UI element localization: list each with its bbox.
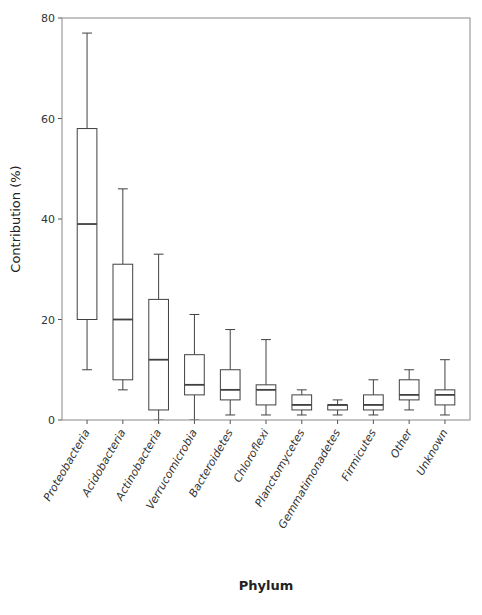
whisker-high xyxy=(87,33,88,128)
x-tick xyxy=(122,420,123,424)
whisker-low xyxy=(266,405,267,415)
box xyxy=(292,395,312,410)
median xyxy=(185,384,205,386)
cap-low xyxy=(333,414,343,415)
x-tick xyxy=(337,420,338,424)
x-axis-label: Phylum xyxy=(239,578,294,593)
cap-low xyxy=(118,389,128,390)
whisker-low xyxy=(87,320,88,370)
median xyxy=(256,389,276,391)
x-tick-label: Unknown xyxy=(414,427,451,478)
cap-high xyxy=(333,399,343,400)
median xyxy=(399,394,419,396)
y-tick-label: 60 xyxy=(41,113,55,126)
whisker-high xyxy=(409,370,410,380)
box xyxy=(328,405,348,410)
cap-low xyxy=(261,414,271,415)
x-tick-label: Bacteroidetes xyxy=(186,427,236,500)
whisker-low xyxy=(409,400,410,410)
y-tick-label: 40 xyxy=(41,213,55,226)
cap-low xyxy=(404,409,414,410)
cap-low xyxy=(82,369,92,370)
cap-high xyxy=(118,188,128,189)
median xyxy=(113,319,133,321)
y-tick-label: 20 xyxy=(41,314,55,327)
cap-low xyxy=(297,414,307,415)
cap-high xyxy=(297,389,307,390)
box xyxy=(256,385,276,405)
box xyxy=(435,390,455,405)
cap-high xyxy=(154,254,164,255)
box xyxy=(220,370,240,400)
y-axis-label: Contribution (%) xyxy=(8,165,23,272)
box xyxy=(77,129,97,320)
x-tick xyxy=(230,420,231,424)
x-tick-label: Chloroflexi xyxy=(231,427,272,485)
whisker-high xyxy=(373,380,374,395)
whisker-low xyxy=(194,395,195,420)
x-tick xyxy=(409,420,410,424)
median xyxy=(435,394,455,396)
cap-high xyxy=(225,329,235,330)
cap-low xyxy=(440,414,450,415)
box xyxy=(399,380,419,400)
x-tick xyxy=(444,420,445,424)
x-tick-label: Verrucomicrobia xyxy=(144,427,201,512)
whisker-low xyxy=(337,410,338,415)
whisker-high xyxy=(194,314,195,354)
x-tick xyxy=(373,420,374,424)
whisker-low xyxy=(230,400,231,415)
y-tick xyxy=(58,18,62,19)
whisker-high xyxy=(301,390,302,395)
y-tick-label: 0 xyxy=(48,414,55,427)
box xyxy=(364,395,384,410)
median xyxy=(149,359,169,361)
cap-high xyxy=(82,33,92,34)
whisker-low xyxy=(158,410,159,420)
median xyxy=(328,404,348,406)
x-tick-label: Gemmatimonadetes xyxy=(276,427,344,531)
whisker-low xyxy=(444,405,445,415)
x-tick-label: Other xyxy=(388,426,416,461)
whisker-low xyxy=(301,410,302,415)
x-tick xyxy=(266,420,267,424)
y-tick xyxy=(58,319,62,320)
y-tick-label: 80 xyxy=(41,12,55,25)
y-tick xyxy=(58,118,62,119)
x-tick xyxy=(194,420,195,424)
y-tick xyxy=(58,420,62,421)
x-tick-label: Firmicutes xyxy=(339,427,379,484)
box xyxy=(149,299,169,410)
whisker-high xyxy=(444,360,445,390)
cap-high xyxy=(404,369,414,370)
whisker-low xyxy=(373,410,374,415)
whisker-high xyxy=(122,189,123,264)
median xyxy=(220,389,240,391)
boxes xyxy=(77,33,455,420)
x-tick xyxy=(158,420,159,424)
box xyxy=(185,355,205,395)
whisker-low xyxy=(122,380,123,390)
cap-high xyxy=(261,339,271,340)
x-tick xyxy=(301,420,302,424)
x-tick xyxy=(87,420,88,424)
plot-frame xyxy=(62,18,470,420)
cap-low xyxy=(225,414,235,415)
whisker-high xyxy=(266,340,267,385)
cap-high xyxy=(440,359,450,360)
y-tick xyxy=(58,219,62,220)
cap-high xyxy=(190,314,200,315)
whisker-high xyxy=(158,254,159,299)
box xyxy=(113,264,133,380)
cap-low xyxy=(368,414,378,415)
median xyxy=(292,404,312,406)
cap-high xyxy=(368,379,378,380)
median xyxy=(77,223,97,225)
whisker-high xyxy=(230,330,231,370)
median xyxy=(364,404,384,406)
chart: 020406080ProteobacteriaAcidobacteriaActi… xyxy=(0,0,482,615)
